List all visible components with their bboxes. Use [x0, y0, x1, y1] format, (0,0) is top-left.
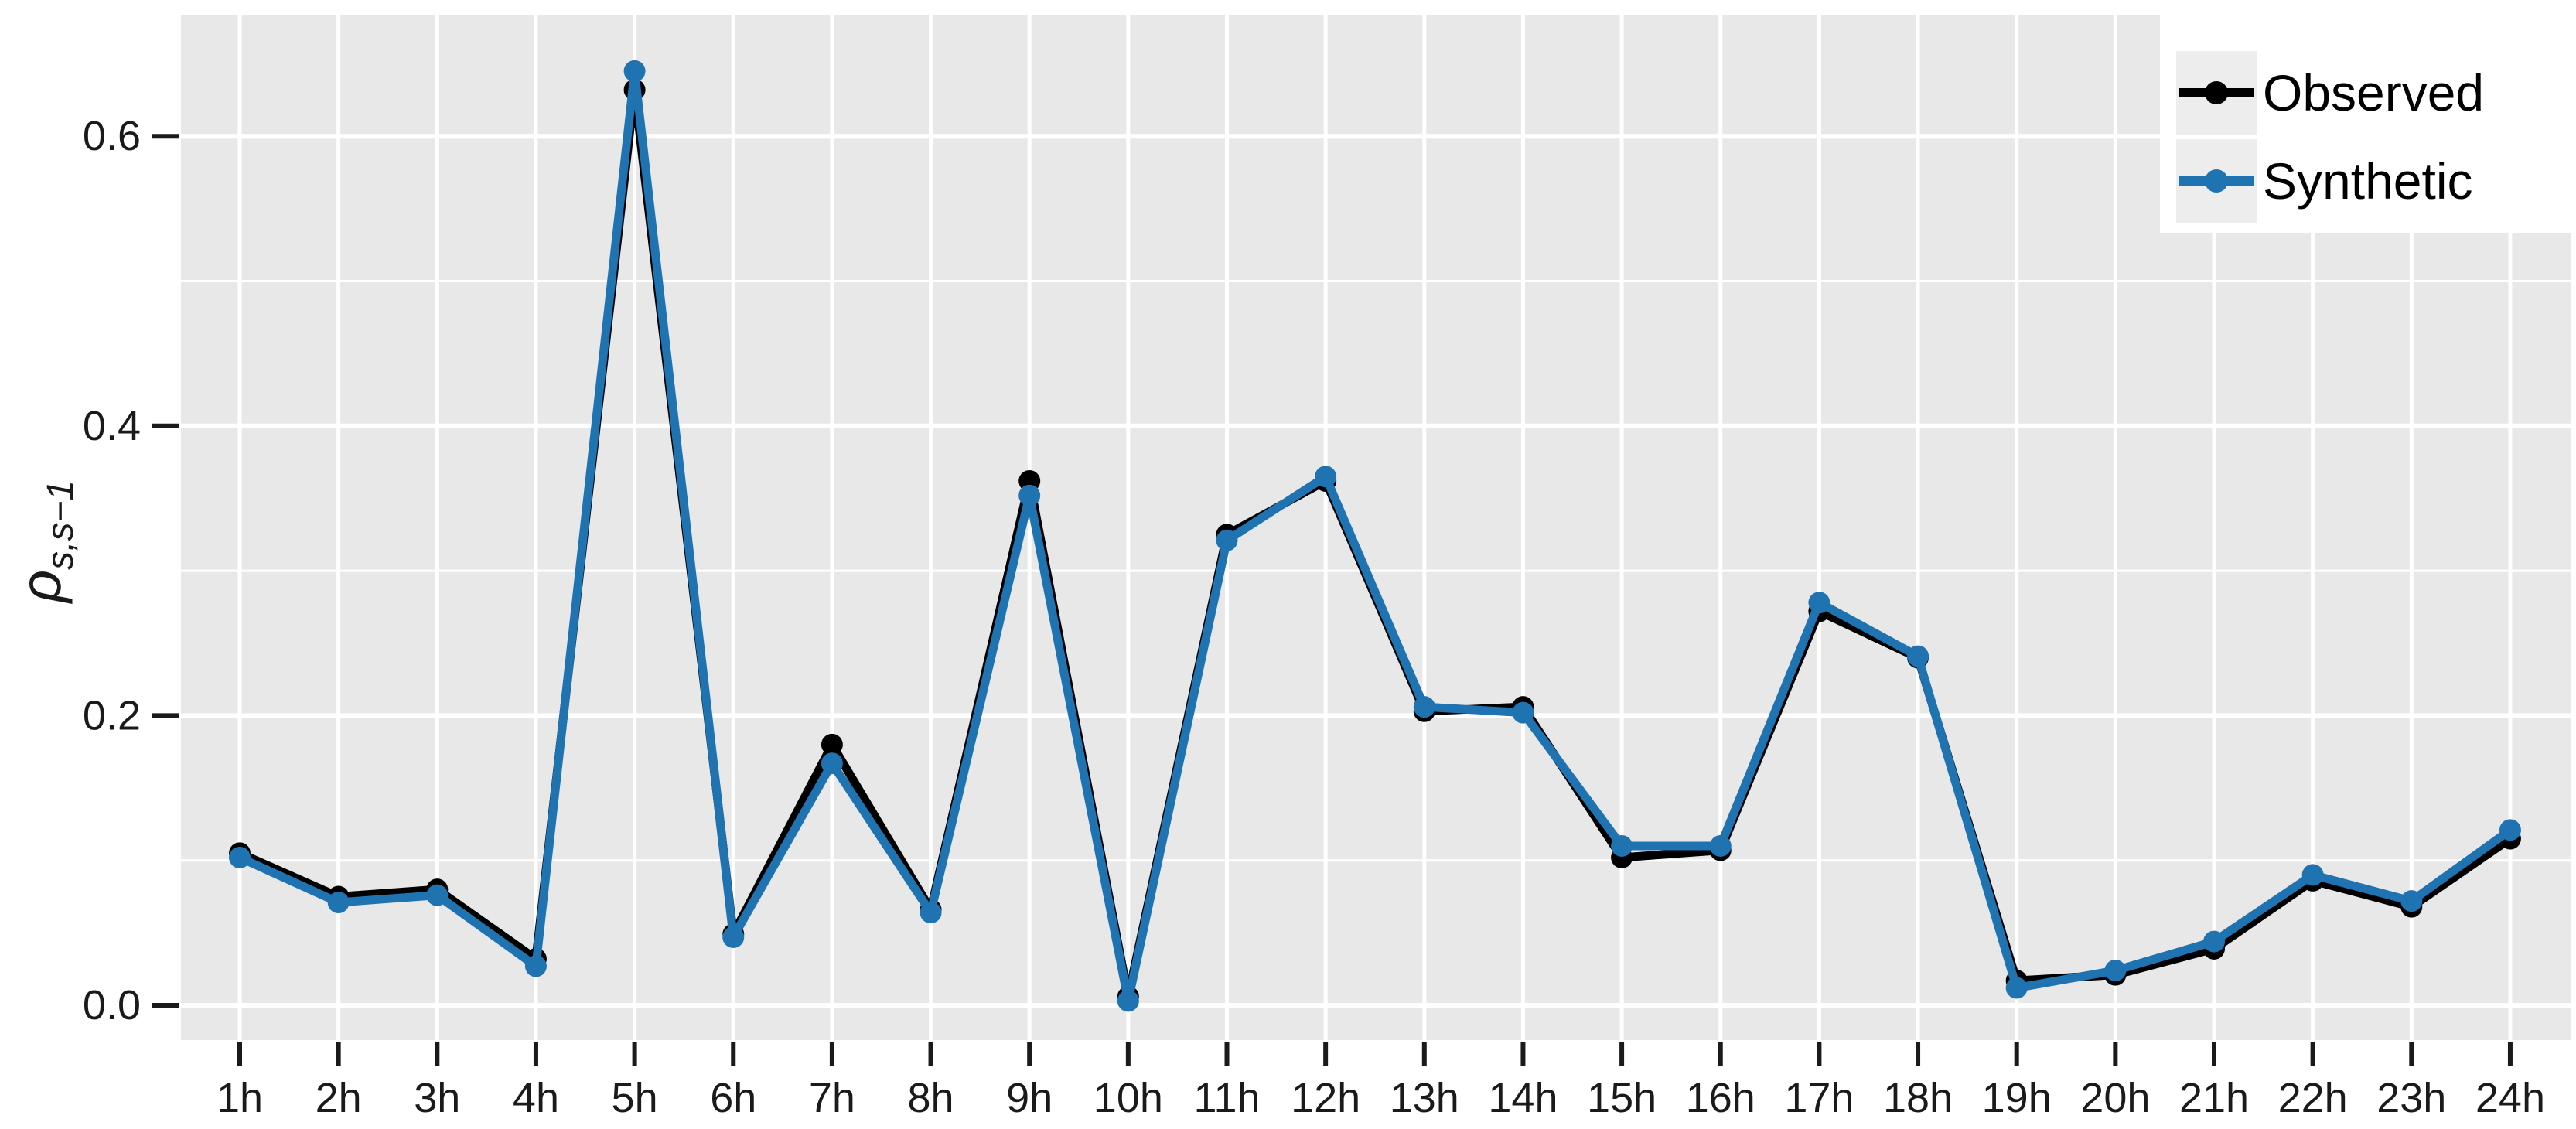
- x-tick-label-14h: 14h: [1488, 1075, 1558, 1121]
- data-point-synthetic-20h: [2104, 960, 2127, 982]
- x-tick-label-22h: 22h: [2278, 1075, 2348, 1121]
- legend-key-marker-synthetic: [2205, 169, 2228, 193]
- x-tick-label-15h: 15h: [1587, 1075, 1656, 1121]
- data-point-synthetic-6h: [722, 926, 745, 948]
- data-series: [229, 60, 2521, 1012]
- y-tick-label-0.4: 0.4: [83, 403, 141, 449]
- data-point-synthetic-8h: [920, 902, 942, 924]
- x-tick-label-16h: 16h: [1686, 1075, 1755, 1121]
- y-axis-title: ρs,s−1: [9, 480, 81, 604]
- x-tick-label-4h: 4h: [513, 1075, 559, 1121]
- data-point-synthetic-10h: [1117, 990, 1139, 1012]
- data-point-synthetic-3h: [426, 884, 449, 906]
- data-point-synthetic-16h: [1709, 834, 1732, 857]
- data-point-synthetic-7h: [821, 752, 843, 775]
- data-point-synthetic-4h: [524, 955, 547, 977]
- y-tick-label-0.6: 0.6: [83, 113, 141, 159]
- x-tick-label-2h: 2h: [316, 1075, 362, 1121]
- x-tick-label-8h: 8h: [908, 1075, 954, 1121]
- x-tick-label-21h: 21h: [2179, 1075, 2249, 1121]
- x-tick-label-1h: 1h: [217, 1075, 263, 1121]
- data-point-synthetic-14h: [1512, 701, 1534, 724]
- data-point-synthetic-15h: [1611, 834, 1633, 857]
- x-tick-label-17h: 17h: [1784, 1075, 1854, 1121]
- gridlines: [181, 15, 2571, 1040]
- data-point-synthetic-12h: [1315, 466, 1337, 488]
- x-tick-label-5h: 5h: [612, 1075, 658, 1121]
- x-tick-label-3h: 3h: [414, 1075, 460, 1121]
- data-point-synthetic-11h: [1216, 529, 1238, 551]
- x-tick-label-18h: 18h: [1883, 1075, 1953, 1121]
- data-point-synthetic-23h: [2400, 890, 2423, 912]
- x-tick-label-6h: 6h: [710, 1075, 756, 1121]
- y-tick-label-0.2: 0.2: [83, 692, 141, 738]
- series-line-synthetic: [235, 67, 2515, 1005]
- data-point-synthetic-2h: [327, 892, 350, 914]
- x-tick-label-9h: 9h: [1006, 1075, 1053, 1121]
- x-tick-label-24h: 24h: [2475, 1075, 2545, 1121]
- data-point-synthetic-18h: [1907, 645, 1929, 667]
- x-tick-label-11h: 11h: [1193, 1075, 1260, 1121]
- axes: 0.0 0.2 0.4 0.6 1h 2h 3h 4h 5h 6h 7h 8h 9h 10h 11h 12h 1…: [83, 113, 2545, 1121]
- x-tick-label-23h: 23h: [2376, 1075, 2446, 1121]
- data-point-synthetic-19h: [2005, 977, 2028, 999]
- data-point-synthetic-17h: [1808, 592, 1830, 614]
- x-tick-label-7h: 7h: [809, 1075, 855, 1121]
- legend: Observed Synthetic: [2160, 11, 2574, 233]
- data-point-synthetic-24h: [2499, 819, 2521, 841]
- x-tick-label-10h: 10h: [1094, 1075, 1163, 1121]
- data-point-synthetic-9h: [1018, 484, 1041, 507]
- legend-label-synthetic: Synthetic: [2263, 152, 2472, 210]
- data-point-synthetic-5h: [623, 60, 646, 82]
- y-axis-title-subscript: s,s−1: [40, 480, 81, 570]
- y-tick-label-0.0: 0.0: [83, 982, 141, 1028]
- legend-key-marker-observed: [2205, 81, 2228, 104]
- y-axis-title-text: ρs,s−1: [9, 480, 81, 604]
- data-point-synthetic-22h: [2301, 864, 2324, 886]
- y-axis-title-main: ρ: [9, 570, 73, 604]
- x-tick-label-19h: 19h: [1982, 1075, 2052, 1121]
- x-tick-label-13h: 13h: [1390, 1075, 1459, 1121]
- data-point-synthetic-1h: [229, 846, 251, 868]
- data-point-synthetic-21h: [2203, 930, 2225, 953]
- data-point-observed-7h: [821, 733, 843, 756]
- legend-label-observed: Observed: [2263, 64, 2484, 121]
- x-tick-label-12h: 12h: [1291, 1075, 1360, 1121]
- data-point-synthetic-13h: [1413, 696, 1435, 718]
- x-tick-label-20h: 20h: [2080, 1075, 2150, 1121]
